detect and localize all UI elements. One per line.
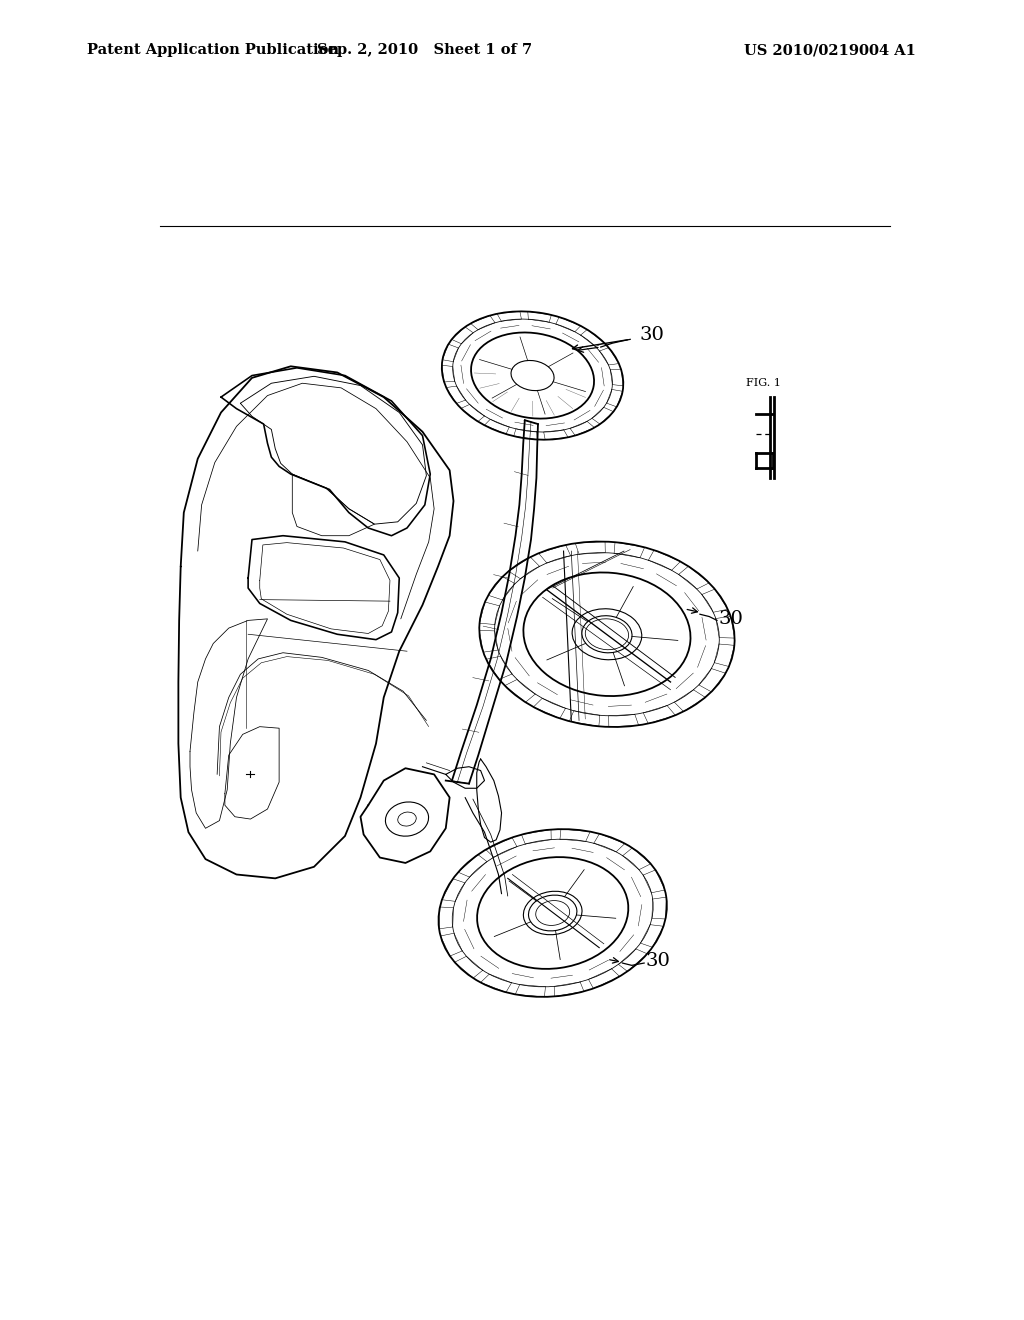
- Text: 30: 30: [719, 610, 743, 628]
- Text: 30: 30: [640, 326, 665, 345]
- Text: 30: 30: [646, 952, 671, 970]
- Text: FIG. 1: FIG. 1: [746, 378, 781, 388]
- Text: US 2010/0219004 A1: US 2010/0219004 A1: [743, 44, 915, 57]
- Text: Sep. 2, 2010   Sheet 1 of 7: Sep. 2, 2010 Sheet 1 of 7: [317, 44, 532, 57]
- Text: Patent Application Publication: Patent Application Publication: [87, 44, 339, 57]
